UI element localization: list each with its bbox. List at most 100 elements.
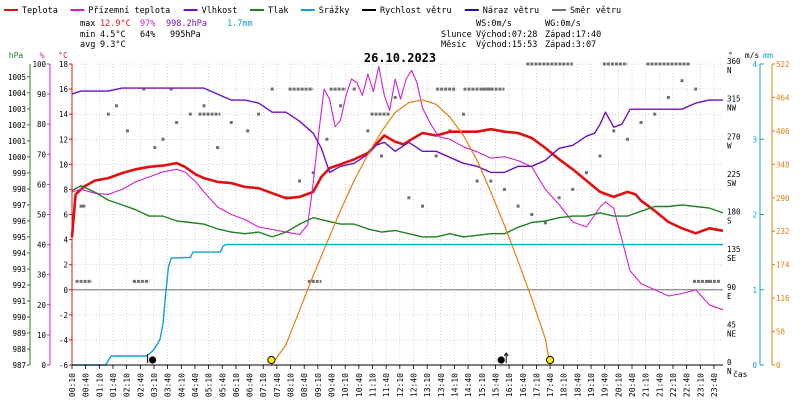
wind-direction-point bbox=[153, 146, 157, 150]
deg-tick-label: 180 bbox=[727, 208, 741, 217]
wind-direction-point bbox=[125, 129, 129, 133]
x-tick-label: 11:10 bbox=[369, 373, 378, 397]
x-tick-label: 16:40 bbox=[519, 373, 528, 397]
sunset-marker bbox=[545, 355, 555, 365]
mm-tick-label: 348 bbox=[776, 160, 790, 169]
wind-direction-point bbox=[489, 179, 493, 183]
x-tick-label: 05:10 bbox=[205, 373, 214, 397]
x-tick-label: 19:10 bbox=[587, 373, 596, 397]
info-moonset: Západ:3:07 bbox=[545, 40, 596, 50]
sunrise-marker bbox=[267, 355, 276, 365]
x-tick-label: 18:40 bbox=[573, 373, 582, 397]
dir-tick-label: E bbox=[727, 292, 732, 301]
x-tick-label: 09:10 bbox=[314, 373, 323, 397]
mm-tick-label: 406 bbox=[776, 127, 790, 136]
pct-tick-label: 20 bbox=[37, 301, 47, 310]
hpa-tick-label: 1000 bbox=[8, 153, 27, 162]
wind-direction-point bbox=[516, 204, 520, 208]
x-tick-label: 07:40 bbox=[273, 373, 282, 397]
wind-direction-point bbox=[571, 187, 575, 191]
wind-direction-point bbox=[175, 121, 179, 125]
legend-label-dir: Směr větru bbox=[570, 6, 621, 16]
legend-label-press: Tlak bbox=[268, 6, 288, 16]
dir-tick-label: N bbox=[727, 66, 732, 75]
pct-tick-label: 90 bbox=[37, 90, 47, 99]
c-tick-label: 18 bbox=[59, 60, 69, 69]
hpa-tick-label: 995 bbox=[12, 233, 26, 242]
x-tick-label: 00:40 bbox=[82, 373, 91, 397]
wind-direction-point bbox=[543, 221, 547, 225]
c-tick-label: 10 bbox=[59, 160, 69, 169]
wind-direction-point bbox=[325, 137, 329, 141]
x-tick-label: 18:10 bbox=[560, 373, 569, 397]
dir-tick-label: SW bbox=[727, 179, 737, 188]
x-tick-label: 08:10 bbox=[287, 373, 296, 397]
wind-direction-point bbox=[311, 171, 315, 175]
x-tick-label: 20:40 bbox=[628, 373, 637, 397]
x-axis-label: čas bbox=[733, 369, 748, 379]
deg-tick-label: 225 bbox=[727, 170, 741, 179]
c-tick-label: -6 bbox=[59, 361, 69, 370]
stats-max-hum: 97% bbox=[140, 19, 155, 29]
wind-direction-point bbox=[694, 87, 698, 91]
wind-direction-point bbox=[612, 129, 616, 133]
wind-direction-point bbox=[82, 204, 86, 208]
wind-direction-point bbox=[584, 171, 588, 175]
mm-tick-label: 290 bbox=[776, 194, 790, 203]
x-tick-label: 05:40 bbox=[218, 373, 227, 397]
moonrise-marker bbox=[497, 356, 505, 364]
x-tick-label: 17:40 bbox=[546, 373, 555, 397]
legend-label-feel: Přízemní teplota bbox=[88, 6, 170, 16]
x-tick-label: 22:10 bbox=[669, 373, 678, 397]
info-ws: WS:0m/s bbox=[476, 19, 512, 29]
series-line-rain bbox=[72, 243, 723, 366]
stats-min-press: 995hPa bbox=[170, 30, 201, 40]
wind-direction-point bbox=[106, 112, 110, 116]
wind-direction-point bbox=[434, 154, 438, 158]
ms-tick-label: 1 bbox=[752, 286, 757, 295]
hpa-tick-label: 989 bbox=[12, 329, 26, 338]
chart-title: 26.10.2023 bbox=[364, 51, 436, 65]
x-tick-label: 11:40 bbox=[382, 373, 391, 397]
wind-direction-point bbox=[598, 154, 602, 158]
c-tick-label: 14 bbox=[59, 110, 69, 119]
series-line-sun bbox=[270, 99, 551, 366]
c-tick-label: 6 bbox=[63, 211, 68, 220]
deg-tick-label: 270 bbox=[727, 132, 741, 141]
wind-direction-point bbox=[257, 112, 261, 116]
wind-direction-point bbox=[142, 87, 146, 91]
dir-tick-label: S bbox=[727, 217, 732, 226]
hpa-tick-label: 996 bbox=[12, 217, 26, 226]
x-tick-label: 13:40 bbox=[437, 373, 446, 397]
c-tick-label: -2 bbox=[59, 311, 68, 320]
wind-direction-point bbox=[380, 154, 384, 158]
x-tick-label: 13:10 bbox=[423, 373, 432, 397]
wind-direction-point bbox=[653, 112, 657, 116]
c-tick-label: 2 bbox=[63, 261, 68, 270]
stats-min-temp: 4.5°C bbox=[100, 30, 126, 40]
series-line-feel bbox=[71, 65, 724, 311]
info-sunset: Západ:17:40 bbox=[545, 30, 601, 40]
x-tick-label: 04:10 bbox=[177, 373, 186, 397]
hpa-tick-label: 997 bbox=[12, 201, 26, 210]
pct-tick-label: 40 bbox=[37, 241, 47, 250]
moonset-marker bbox=[148, 356, 157, 364]
x-tick-label: 16:10 bbox=[505, 373, 514, 397]
wind-direction-point bbox=[169, 87, 173, 91]
wind-direction-point bbox=[202, 104, 206, 108]
stats-avg-label: avg bbox=[80, 40, 95, 50]
wind-direction-point bbox=[79, 204, 83, 208]
deg-tick-label: 45 bbox=[727, 320, 736, 329]
x-tick-label: 22:40 bbox=[683, 373, 692, 397]
wind-direction-point bbox=[707, 279, 711, 283]
x-tick-label: 02:10 bbox=[123, 373, 132, 397]
dir-tick-label: N bbox=[727, 367, 732, 376]
hpa-tick-label: 998 bbox=[12, 185, 26, 194]
x-tick-label: 17:10 bbox=[532, 373, 541, 397]
info-sunrise: Východ:07:28 bbox=[476, 30, 537, 40]
x-tick-label: 12:10 bbox=[396, 373, 405, 397]
wind-direction-point bbox=[475, 179, 479, 183]
hpa-tick-label: 1005 bbox=[8, 73, 26, 82]
x-tick-label: 21:40 bbox=[655, 373, 664, 397]
dir-tick-label: W bbox=[727, 141, 732, 150]
